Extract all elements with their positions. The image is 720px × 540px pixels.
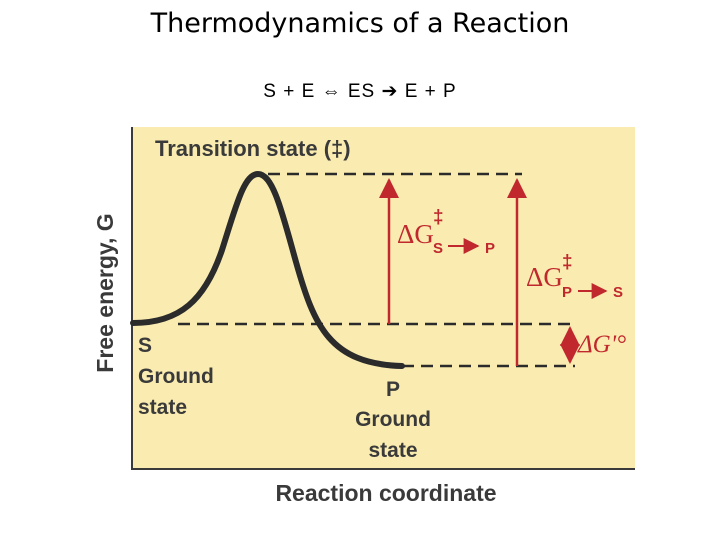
substrate-state-label: state (138, 396, 187, 419)
product-symbol: P (386, 378, 400, 401)
delta-g-text: ΔG (397, 219, 434, 249)
delta-g-p-to-s-label: ΔG ‡ P S (526, 252, 623, 301)
right-arrow-icon: ➔ (381, 81, 399, 102)
subscript-from: S (433, 240, 443, 257)
equation-complex: ES (347, 81, 376, 102)
substrate-ground-label: Ground (138, 365, 214, 388)
subscript-to: S (613, 284, 623, 301)
reaction-equation: S + E ⇔ ES ➔ E + P (0, 80, 720, 103)
slide-title: Thermodynamics of a Reaction (150, 8, 570, 39)
x-axis-label: Reaction coordinate (275, 480, 496, 506)
substrate-symbol: S (138, 334, 152, 357)
delta-g-standard-label: ΔG'° (577, 331, 626, 358)
equation-reactants: S + E (263, 81, 316, 102)
transition-state-label: Transition state (‡) (155, 136, 351, 161)
double-dagger-superscript: ‡ (433, 207, 444, 228)
equation-products: E + P (404, 81, 457, 102)
delta-g-s-to-p-label: ΔG ‡ S P (397, 207, 495, 257)
product-ground-label: Ground (355, 408, 431, 431)
y-axis-label: Free energy, G (92, 213, 118, 372)
subscript-from: P (562, 284, 572, 301)
delta-g-text: ΔG (526, 262, 563, 292)
double-dagger-superscript: ‡ (562, 252, 573, 273)
product-state-label: state (368, 439, 417, 462)
subscript-to: P (485, 240, 495, 257)
double-arrow-icon: ⇔ (321, 81, 342, 102)
reaction-energy-curve (130, 170, 405, 369)
